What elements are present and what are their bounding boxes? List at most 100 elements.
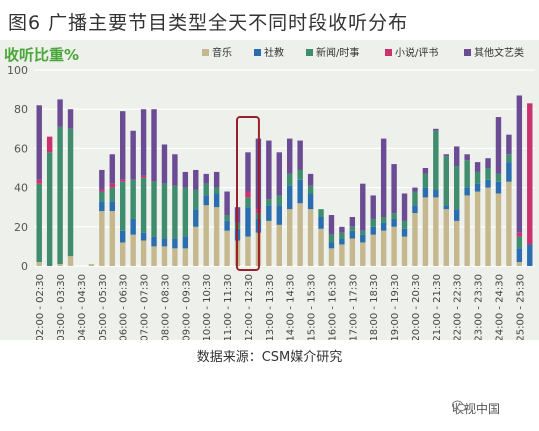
bar-segment xyxy=(380,138,387,217)
bar-segment xyxy=(516,236,523,249)
bar-segment xyxy=(527,103,533,245)
bar-segment xyxy=(495,193,502,266)
x-tick-label: 09:00 - 09:30 xyxy=(181,274,192,340)
bar-segment xyxy=(464,195,470,266)
bar-segment xyxy=(203,173,209,184)
bar-segment xyxy=(99,211,105,266)
x-tick-label: 15:00 - 15:30 xyxy=(307,274,318,340)
bar-segment xyxy=(151,181,157,237)
bar-segment xyxy=(422,173,429,188)
bar-segment xyxy=(213,207,220,266)
x-tick-label: 25:00 - 25:30 xyxy=(515,274,526,340)
x-tick-label: 23:00 - 23:30 xyxy=(474,274,485,340)
source-text: 数据来源：CSM媒介研究 xyxy=(196,350,343,365)
bar-segment xyxy=(349,230,356,239)
bar-segment xyxy=(57,264,63,266)
bar-segment xyxy=(99,169,105,190)
bar-segment xyxy=(130,234,136,266)
bar-segment xyxy=(276,152,282,196)
page-title: 图6 广播主要节目类型全天不同时段收听分布 xyxy=(8,12,409,34)
bar-segment xyxy=(443,156,449,206)
bar-segment xyxy=(46,152,53,266)
bar-segment xyxy=(245,236,251,266)
bar-segment xyxy=(67,109,74,129)
bar-segment xyxy=(36,105,42,180)
bar-segment xyxy=(307,193,314,210)
bar-segment xyxy=(318,228,324,266)
bar-segment xyxy=(454,220,460,266)
bar-segment xyxy=(443,154,449,157)
bar-segment xyxy=(245,152,251,192)
bar-segment xyxy=(193,209,199,227)
bar-segment xyxy=(506,162,512,182)
bar-segment xyxy=(182,187,189,237)
bar-segment xyxy=(474,162,481,172)
bar-segment xyxy=(443,205,449,210)
y-tick-label: 20 xyxy=(14,221,28,234)
bar-segment xyxy=(99,189,105,192)
bar-segment xyxy=(328,242,335,249)
x-tick-label: 19:00 - 19:30 xyxy=(390,274,401,340)
bar-segment xyxy=(391,164,397,214)
bar-segment xyxy=(109,183,115,188)
bar-segment xyxy=(140,177,147,233)
bar-segment xyxy=(120,181,126,231)
x-tick-label: 18:00 - 18:30 xyxy=(369,274,380,340)
bar-segment xyxy=(380,217,387,223)
bar-segment xyxy=(203,183,209,196)
bar-segment xyxy=(516,248,523,263)
bar-segment xyxy=(67,256,74,266)
bar-segment xyxy=(380,222,387,231)
bar-segment xyxy=(495,181,502,194)
bar-segment xyxy=(266,140,272,200)
bar-segment xyxy=(36,179,42,184)
legend-label-0: 音乐 xyxy=(212,46,232,59)
bar-segment xyxy=(422,168,429,174)
bar-segment xyxy=(151,109,157,182)
bar-segment xyxy=(182,171,189,188)
y-tick-label: 60 xyxy=(14,142,28,155)
x-tick-label: 17:00 - 17:30 xyxy=(348,274,359,340)
chart-area: 收听比重% 音乐 社教 新闻/时事 小说/评书 其他文艺类 0 20 40 60 80 100 02:0… xyxy=(0,40,539,340)
bar-segment xyxy=(485,187,491,266)
bar-segment xyxy=(391,213,397,219)
bar-segment xyxy=(203,195,209,206)
bar-segment xyxy=(370,218,376,227)
bar-segment xyxy=(182,248,189,266)
bar-segment xyxy=(276,224,282,266)
bar-segment xyxy=(474,191,481,266)
bar-segment xyxy=(349,238,356,266)
bar-segment xyxy=(172,248,178,266)
x-tick-label: 10:00 - 10:30 xyxy=(202,274,213,340)
bar-segment xyxy=(318,209,324,217)
bar-segment xyxy=(297,140,303,170)
x-tick-label: 21:00 - 21:30 xyxy=(432,274,443,340)
bar-segment xyxy=(307,209,314,266)
bar-segment xyxy=(443,209,449,266)
bar-segment xyxy=(339,244,345,266)
legend-swatch-3 xyxy=(385,49,392,56)
bar-segment xyxy=(276,195,282,206)
bar-segment xyxy=(193,189,199,210)
watermark: 收视中国 xyxy=(452,400,500,417)
bar-segment xyxy=(161,246,168,266)
x-tick-label: 05:00 - 05:30 xyxy=(98,274,109,340)
bar-segment xyxy=(245,197,251,208)
bar-segment xyxy=(412,191,418,206)
bar-segment xyxy=(485,179,491,188)
bar-segment xyxy=(224,191,230,216)
bar-segment xyxy=(140,232,147,241)
bar-segment xyxy=(109,211,115,266)
bar-segment xyxy=(224,215,230,221)
bar-segment xyxy=(109,154,115,184)
bar-segment xyxy=(401,220,408,229)
bar-segment xyxy=(120,179,126,182)
bar-segment xyxy=(203,205,209,266)
bar-segment xyxy=(172,154,178,186)
bar-segment xyxy=(67,128,74,257)
x-tick-label: 03:00 - 03:30 xyxy=(56,274,67,340)
bar-segment xyxy=(422,187,429,198)
x-tick-label: 07:00 - 07:30 xyxy=(140,274,151,340)
bar-segment xyxy=(360,242,366,266)
bar-segment xyxy=(454,209,460,221)
